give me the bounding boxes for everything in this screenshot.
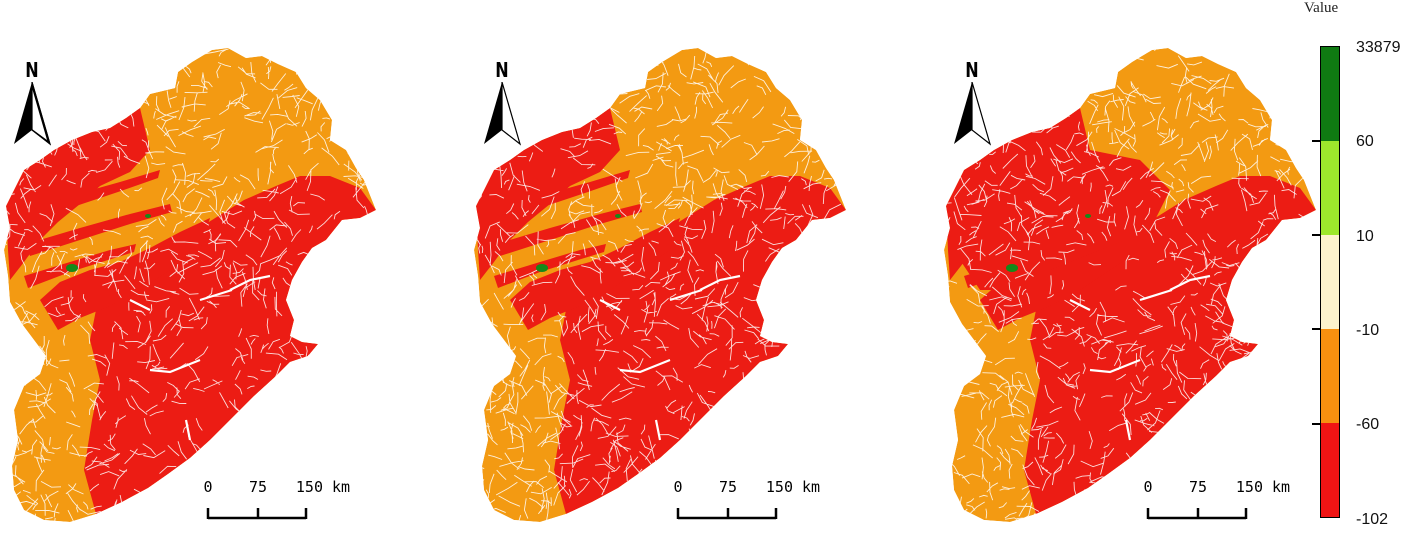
main-rivers <box>599 274 741 441</box>
north-arrow: N <box>952 58 992 150</box>
legend-tick <box>1312 140 1320 142</box>
legend-label-neg10: -10 <box>1356 322 1380 339</box>
legend-tick <box>1312 328 1320 330</box>
scale-bar: 0 75 150 km <box>1136 478 1290 522</box>
legend-title: Value <box>1304 0 1339 16</box>
north-arrow-icon <box>14 82 52 146</box>
red-zone-4 <box>26 204 172 256</box>
main-rivers <box>1069 274 1211 441</box>
legend-tick <box>1312 234 1320 236</box>
north-arrow: N <box>12 58 52 150</box>
legend-label-min: -102 <box>1356 511 1389 528</box>
scale-label-0: 0 <box>203 478 213 496</box>
red-zone-5 <box>24 244 136 288</box>
legend-tick <box>1312 423 1320 425</box>
region-map <box>4 48 376 522</box>
scale-label-0: 0 <box>1143 478 1153 496</box>
map-region-fill <box>944 48 1316 522</box>
scale-label-75: 75 <box>248 478 268 496</box>
scale-label-150: 150 km <box>295 478 351 496</box>
red-zone-2 <box>510 218 680 330</box>
scale-bar: 0 75 150 km <box>196 478 350 522</box>
map-region-fill <box>4 48 376 522</box>
north-label: N <box>965 58 979 82</box>
legend: Value 33879 60 10 -10 -60 -102 <box>1290 0 1417 533</box>
red-zone-3 <box>490 170 630 226</box>
green-patch-1 <box>1085 214 1091 218</box>
legend-swatch-red <box>1321 423 1339 517</box>
red-zone-extra <box>960 150 1170 290</box>
red-zone-3 <box>20 170 160 226</box>
scale-label-0: 0 <box>673 478 683 496</box>
scale-label-150: 150 km <box>1235 478 1291 496</box>
scale-label-150: 150 km <box>765 478 821 496</box>
green-patch-0 <box>1006 264 1018 272</box>
legend-label-max: 33879 <box>1356 39 1401 56</box>
legend-swatch-dark-green <box>1321 47 1339 141</box>
legend-label-60: 60 <box>1356 133 1374 150</box>
region-map <box>474 48 846 522</box>
north-arrow: N <box>482 58 522 150</box>
legend-color-bar <box>1320 46 1340 518</box>
map-panel-3: N 0 75 150 km <box>940 0 1410 533</box>
green-patch-1 <box>145 214 151 218</box>
north-arrow-icon <box>484 82 522 146</box>
scale-label-75: 75 <box>1188 478 1208 496</box>
red-zone-2 <box>40 218 210 330</box>
main-rivers <box>129 274 271 441</box>
legend-label-neg60: -60 <box>1356 416 1380 433</box>
green-patch-1 <box>615 214 621 218</box>
legend-swatch-orange <box>1321 329 1339 423</box>
scale-label-75: 75 <box>718 478 738 496</box>
map-panel-1: N 0 75 150 km <box>0 0 470 533</box>
legend-label-10: 10 <box>1356 228 1374 245</box>
map-panel-2: N 0 75 150 km <box>470 0 940 533</box>
scale-bar-lines <box>1146 508 1248 520</box>
north-label: N <box>495 58 509 82</box>
map-region-fill <box>474 48 846 522</box>
region-map <box>944 48 1316 522</box>
legend-swatch-cream <box>1321 235 1339 329</box>
north-arrow-icon <box>954 82 992 146</box>
north-label: N <box>25 58 39 82</box>
green-patch-0 <box>536 264 548 272</box>
scale-bar: 0 75 150 km <box>666 478 820 522</box>
green-patch-0 <box>66 264 78 272</box>
legend-swatch-light-green <box>1321 141 1339 235</box>
scale-bar-lines <box>206 508 308 520</box>
scale-bar-lines <box>676 508 778 520</box>
